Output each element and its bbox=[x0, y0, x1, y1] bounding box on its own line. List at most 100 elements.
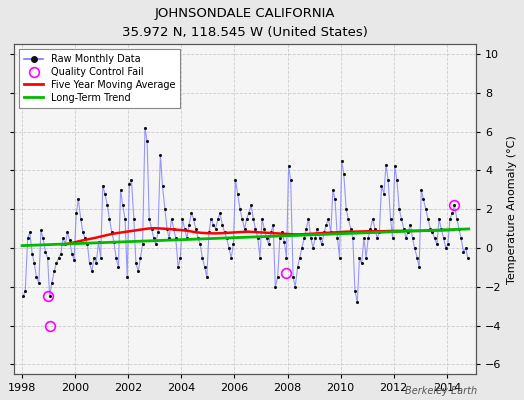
Point bbox=[28, 250, 36, 257]
Point bbox=[448, 210, 456, 216]
Point bbox=[32, 274, 41, 280]
Point bbox=[26, 229, 34, 236]
Point bbox=[81, 235, 90, 242]
Point bbox=[333, 235, 342, 242]
Point bbox=[366, 225, 375, 232]
Point bbox=[227, 254, 235, 261]
Point bbox=[287, 177, 295, 183]
Point bbox=[364, 235, 373, 242]
Point bbox=[52, 260, 61, 267]
Point bbox=[444, 241, 452, 247]
Point bbox=[278, 229, 286, 236]
Point bbox=[400, 225, 408, 232]
Point bbox=[225, 245, 233, 251]
Point bbox=[68, 250, 76, 257]
Point bbox=[243, 216, 251, 222]
Point bbox=[223, 235, 231, 242]
Point bbox=[238, 216, 246, 222]
Point bbox=[114, 264, 123, 270]
Point bbox=[360, 235, 368, 242]
Point bbox=[194, 235, 202, 242]
Point bbox=[54, 254, 63, 261]
Point bbox=[357, 260, 366, 267]
Point bbox=[35, 280, 43, 286]
Point bbox=[72, 210, 80, 216]
Point bbox=[138, 241, 147, 247]
Point bbox=[189, 216, 198, 222]
Point bbox=[169, 225, 178, 232]
Point bbox=[191, 225, 200, 232]
Point bbox=[101, 190, 109, 197]
Point bbox=[296, 254, 304, 261]
Point bbox=[415, 264, 423, 270]
Point bbox=[322, 222, 331, 228]
Point bbox=[50, 268, 58, 274]
Point bbox=[116, 186, 125, 193]
Point bbox=[382, 161, 390, 168]
Point bbox=[21, 288, 29, 294]
Point bbox=[156, 152, 165, 158]
Point bbox=[233, 190, 242, 197]
Point bbox=[70, 256, 78, 263]
Point bbox=[324, 216, 333, 222]
Point bbox=[402, 235, 410, 242]
Point bbox=[426, 225, 434, 232]
Point bbox=[329, 186, 337, 193]
Point bbox=[437, 225, 445, 232]
Point bbox=[263, 235, 271, 242]
Point bbox=[187, 210, 195, 216]
Point bbox=[267, 229, 275, 236]
Point bbox=[291, 284, 299, 290]
Point bbox=[315, 235, 324, 242]
Point bbox=[209, 222, 217, 228]
Point bbox=[247, 202, 255, 208]
Point bbox=[161, 206, 169, 212]
Point bbox=[309, 245, 317, 251]
Point bbox=[214, 216, 222, 222]
Point bbox=[249, 216, 257, 222]
Point bbox=[205, 229, 213, 236]
Point bbox=[110, 239, 118, 245]
Point bbox=[348, 235, 357, 242]
Point bbox=[103, 202, 112, 208]
Point bbox=[260, 225, 268, 232]
Point bbox=[39, 235, 47, 242]
Point bbox=[258, 216, 266, 222]
Point bbox=[373, 235, 381, 242]
Point bbox=[105, 216, 114, 222]
Point bbox=[422, 206, 430, 212]
Point bbox=[48, 280, 56, 286]
Point bbox=[318, 241, 326, 247]
Point bbox=[24, 235, 32, 242]
Point bbox=[207, 216, 215, 222]
Point bbox=[346, 225, 355, 232]
Point bbox=[419, 196, 428, 203]
Point bbox=[163, 225, 171, 232]
Legend: Raw Monthly Data, Quality Control Fail, Five Year Moving Average, Long-Term Tren: Raw Monthly Data, Quality Control Fail, … bbox=[19, 49, 180, 108]
Point bbox=[176, 254, 184, 261]
Point bbox=[446, 216, 454, 222]
Point bbox=[368, 216, 377, 222]
Point bbox=[241, 225, 249, 232]
Point bbox=[430, 235, 439, 242]
Point bbox=[280, 239, 289, 245]
Point bbox=[276, 235, 284, 242]
Point bbox=[229, 241, 237, 247]
Point bbox=[326, 229, 335, 236]
Point bbox=[107, 229, 116, 236]
Point bbox=[395, 206, 403, 212]
Point bbox=[141, 124, 149, 131]
Point bbox=[149, 235, 158, 242]
Point bbox=[388, 235, 397, 242]
Point bbox=[377, 183, 386, 189]
Point bbox=[154, 229, 162, 236]
Point bbox=[344, 216, 353, 222]
Point bbox=[231, 177, 239, 183]
Point bbox=[19, 293, 27, 300]
Point bbox=[151, 241, 160, 247]
Point bbox=[462, 245, 470, 251]
Point bbox=[285, 163, 293, 170]
Point bbox=[132, 260, 140, 267]
Point bbox=[57, 250, 65, 257]
Point bbox=[274, 274, 282, 280]
